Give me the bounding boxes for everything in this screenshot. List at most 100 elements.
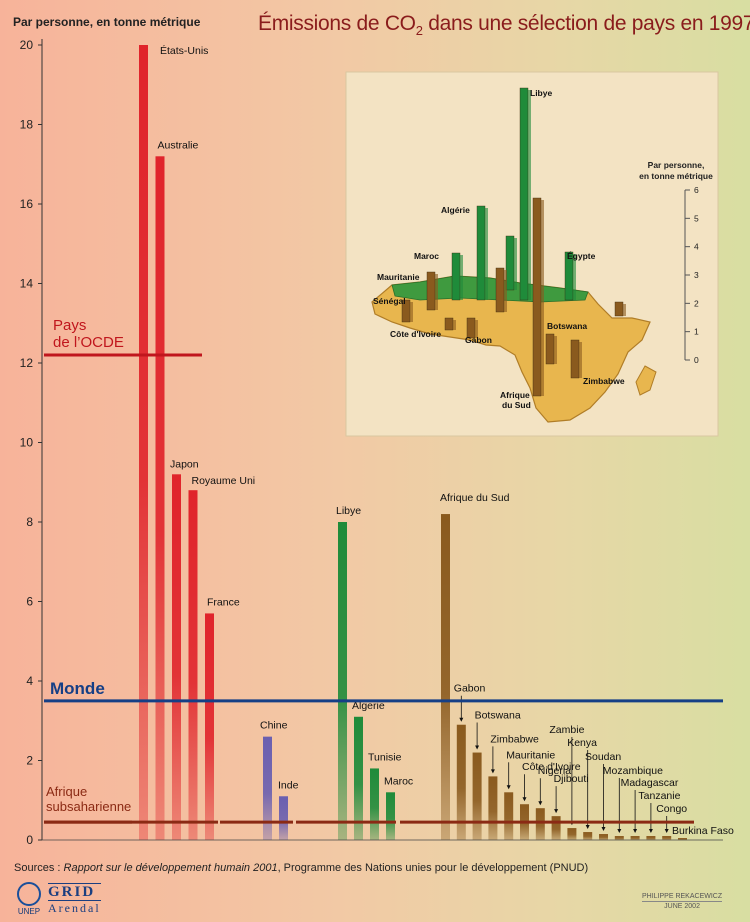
globe-icon <box>17 882 41 906</box>
bar-japon <box>172 474 181 840</box>
sources-note: Sources : Rapport sur le développement h… <box>14 862 589 874</box>
bar-label: Libye <box>336 505 361 517</box>
pointer-arrowhead <box>633 829 638 834</box>
inset-label: Botswana <box>547 321 587 331</box>
pointer-arrowhead <box>554 809 559 814</box>
madagascar-map <box>635 365 657 396</box>
inset-bar-side <box>554 336 557 364</box>
pointer-arrowhead <box>459 717 464 722</box>
inset-bar <box>570 339 580 379</box>
y-tick-label: 2 <box>26 754 33 768</box>
inset-bar-side <box>453 320 456 330</box>
reference-label-ocde-2: de l’OCDE <box>53 334 124 351</box>
bar-zimbabwe <box>488 776 498 840</box>
inset-bar <box>545 333 555 365</box>
bar-france <box>205 613 214 840</box>
y-tick-label: 8 <box>26 515 33 529</box>
inset-bar-side <box>475 320 478 338</box>
y-axis-label: Par personne, en tonne métrique <box>13 15 201 29</box>
inset-bar <box>495 267 505 313</box>
bar-mozambique <box>614 836 624 840</box>
bar-label: Djibouti <box>554 773 589 785</box>
reference-label-subsaharan-2: subsaharienne <box>46 799 131 814</box>
pointer-arrowhead <box>601 827 606 832</box>
pointer-arrowhead <box>585 825 590 830</box>
bar-label: Mozambique <box>603 765 663 777</box>
inset-bar <box>451 252 461 301</box>
inset-y-tick-label: 0 <box>694 355 699 365</box>
inset-label: Zimbabwe <box>583 376 625 386</box>
bar-gabon <box>456 724 466 840</box>
bar-botswana <box>472 752 482 840</box>
bar-label: Australie <box>158 139 199 151</box>
inset-bar <box>614 301 624 317</box>
inset-bar <box>519 87 529 301</box>
bar-label: Chine <box>260 720 288 732</box>
inset-bar <box>505 235 515 291</box>
inset-label: Gabon <box>465 335 492 345</box>
bar-inde <box>279 796 288 840</box>
pointer-arrowhead <box>490 769 495 774</box>
bar-kenya <box>583 832 593 840</box>
y-tick-label: 18 <box>20 118 34 132</box>
inset-label: Sénégal <box>373 296 406 306</box>
inset-bar-side <box>410 302 413 322</box>
inset-bar-side <box>460 255 463 300</box>
inset-label: Algérie <box>441 205 470 215</box>
unep-logo: UNEP <box>14 882 44 916</box>
bar-label: Soudan <box>585 751 621 763</box>
bar-djibouti <box>551 816 561 840</box>
y-tick-label: 4 <box>26 674 33 688</box>
y-tick-label: 16 <box>20 197 34 211</box>
inset-bar-side <box>541 200 544 396</box>
bar-label: Nigeria <box>538 765 571 777</box>
bar-tanzanie <box>646 836 656 840</box>
bar-label: Royaume Uni <box>192 475 256 487</box>
inset-y-tick-label: 2 <box>694 298 699 308</box>
inset-bar <box>532 197 542 397</box>
bar-label: Algerie <box>352 700 385 712</box>
inset-y-tick-label: 1 <box>694 327 699 337</box>
inset-unit-2: en tonne métrique <box>639 171 713 181</box>
bar-label: Zambie <box>549 724 584 736</box>
bar-label: Congo <box>656 803 687 815</box>
bar-label: Botswana <box>475 710 521 722</box>
bar-royaume-uni <box>188 490 198 840</box>
bar-label: Kenya <box>567 737 597 749</box>
bar-chine <box>263 736 272 840</box>
inset-bar-side <box>573 254 576 300</box>
inset-label: Libye <box>530 88 552 98</box>
y-tick-label: 12 <box>20 356 34 370</box>
inset-bar <box>476 205 486 301</box>
y-tick-label: 14 <box>20 277 34 291</box>
pointer-arrowhead <box>617 829 622 834</box>
inset-bar <box>426 271 436 311</box>
inset-label: du Sud <box>502 400 531 410</box>
inset-label: Mauritanie <box>377 272 420 282</box>
y-tick-label: 0 <box>26 833 33 847</box>
bar-burkina-faso <box>678 838 687 840</box>
bar-label: Inde <box>278 779 299 791</box>
bar-label: Japon <box>170 458 199 470</box>
inset-bar-side <box>485 208 488 300</box>
inset-y-tick-label: 3 <box>694 270 699 280</box>
inset-bar-side <box>579 342 582 378</box>
inset-label: Afrique <box>500 390 530 400</box>
bar-label: États-Unis <box>160 44 208 57</box>
bar-label: Zimbabwe <box>490 733 539 745</box>
inset-label: Maroc <box>414 251 439 261</box>
y-tick-label: 6 <box>26 595 33 609</box>
reference-label-subsaharan-1: Afrique <box>46 784 87 799</box>
inset-bar-side <box>514 238 517 290</box>
bar-algerie <box>354 716 363 840</box>
bar--tats-unis <box>139 45 148 840</box>
inset-y-tick-label: 6 <box>694 185 699 195</box>
bar-label: Madagascar <box>621 777 679 789</box>
bar-zambie <box>567 828 577 840</box>
bar-madagascar <box>630 836 640 840</box>
bar-maroc <box>386 792 395 840</box>
inset-y-tick-label: 5 <box>694 213 699 223</box>
reference-label-ocde-1: Pays <box>53 317 86 334</box>
bar-label: Tunisie <box>368 751 402 763</box>
